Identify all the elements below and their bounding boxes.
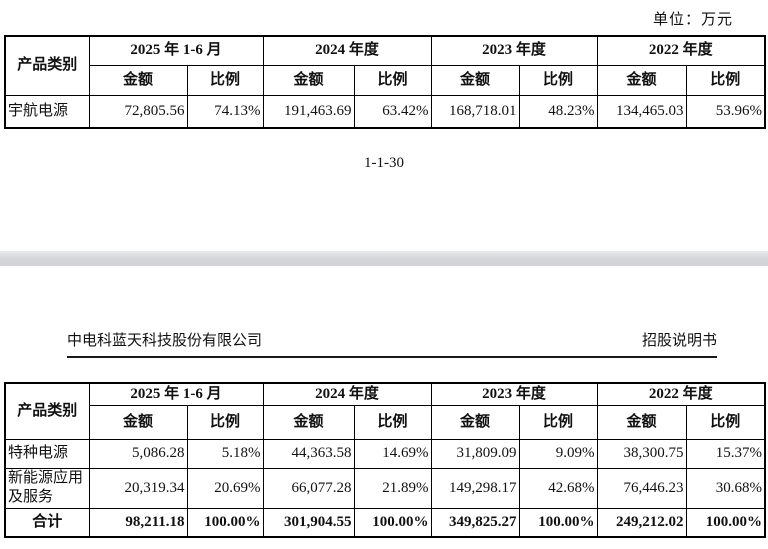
page-top: 单位：万元 产品类别 2025 年 1-6 月 2024 年度 2023 年度 … — [0, 0, 768, 251]
amount-cell: 44,363.58 — [262, 438, 355, 469]
amount-cell: 168,718.01 — [430, 94, 520, 129]
header-ratio-2022: 比例 — [685, 404, 766, 440]
category-cell: 宇航电源 — [4, 94, 90, 129]
ratio-cell: 20.69% — [186, 467, 264, 509]
revenue-table-bottom: 产品类别 2025 年 1-6 月 2024 年度 2023 年度 2022 年… — [4, 382, 767, 538]
ratio-cell: 100.00% — [186, 507, 264, 538]
category-cell: 特种电源 — [4, 438, 90, 469]
ratio-cell: 42.68% — [518, 467, 598, 509]
table-header-periods-row: 产品类别 2025 年 1-6 月 2024 年度 2023 年度 2022 年… — [4, 35, 766, 96]
ratio-cell: 30.68% — [685, 467, 766, 509]
header-ratio-2025h1: 比例 — [186, 404, 264, 440]
ratio-cell: 100.00% — [685, 507, 766, 538]
ratio-cell: 21.89% — [353, 467, 432, 509]
header-ratio-2025h1: 比例 — [186, 64, 264, 96]
header-amount-2024: 金额 — [262, 64, 355, 96]
header-ratio-2023: 比例 — [518, 64, 598, 96]
unit-label: 单位：万元 — [652, 12, 733, 28]
amount-cell: 5,086.28 — [88, 438, 188, 469]
amount-cell: 38,300.75 — [596, 438, 687, 469]
revenue-table-top: 产品类别 2025 年 1-6 月 2024 年度 2023 年度 2022 年… — [4, 35, 767, 129]
amount-cell: 31,809.09 — [430, 438, 520, 469]
header-amount-2023: 金额 — [430, 64, 520, 96]
page-separator — [0, 251, 768, 266]
amount-cell: 134,465.03 — [596, 94, 687, 129]
header-period-2022: 2022 年度 — [596, 382, 766, 406]
category-cell: 合计 — [4, 507, 90, 538]
amount-cell: 20,319.34 — [88, 467, 188, 509]
ratio-cell: 74.13% — [186, 94, 264, 129]
ratio-cell: 9.09% — [518, 438, 598, 469]
table-row-aerospace-power: 宇航电源 72,805.56 74.13% 191,463.69 63.42% … — [4, 94, 766, 129]
header-period-2024: 2024 年度 — [262, 382, 432, 406]
page-bottom: 中电科蓝天科技股份有限公司 招股说明书 产品类别 2025 年 1-6 月 20… — [0, 266, 768, 549]
amount-cell: 72,805.56 — [88, 94, 188, 129]
amount-cell: 98,211.18 — [88, 507, 188, 538]
table-header-measures-row: 金额 比例 金额 比例 金额 比例 金额 比例 — [5, 404, 766, 440]
header-period-2022: 2022 年度 — [596, 35, 766, 66]
amount-cell: 191,463.69 — [262, 94, 355, 129]
header-amount-2023: 金额 — [430, 404, 520, 440]
ratio-cell: 100.00% — [353, 507, 432, 538]
header-period-2024: 2024 年度 — [262, 35, 432, 66]
ratio-cell: 100.00% — [518, 507, 598, 538]
amount-cell: 76,446.23 — [596, 467, 687, 509]
header-period-2023: 2023 年度 — [430, 35, 598, 66]
header-amount-2025h1: 金额 — [88, 64, 188, 96]
table-header-periods-row: 产品类别 2025 年 1-6 月 2024 年度 2023 年度 2022 年… — [4, 382, 766, 440]
table-header-measures-row: 金额 比例 金额 比例 金额 比例 金额 比例 — [5, 64, 766, 96]
header-ratio-2024: 比例 — [353, 64, 432, 96]
header-period-2025h1: 2025 年 1-6 月 — [88, 35, 264, 66]
ratio-cell: 14.69% — [353, 438, 432, 469]
amount-cell: 149,298.17 — [430, 467, 520, 509]
header-period-2023: 2023 年度 — [430, 382, 598, 406]
amount-cell: 66,077.28 — [262, 467, 355, 509]
doc-title: 招股说明书 — [641, 333, 717, 349]
header-amount-2022: 金额 — [596, 64, 687, 96]
category-cell: 新能源应用及服务 — [4, 467, 90, 509]
header-ratio-2024: 比例 — [353, 404, 432, 440]
header-product-category: 产品类别 — [4, 35, 90, 96]
header-product-category: 产品类别 — [4, 382, 90, 440]
ratio-cell: 63.42% — [353, 94, 432, 129]
company-name: 中电科蓝天科技股份有限公司 — [67, 333, 263, 349]
table-row-special-power: 特种电源 5,086.28 5.18% 44,363.58 14.69% 31,… — [4, 438, 766, 469]
header-amount-2022: 金额 — [596, 404, 687, 440]
ratio-cell: 5.18% — [186, 438, 264, 469]
header-ratio-2022: 比例 — [685, 64, 766, 96]
page-header: 中电科蓝天科技股份有限公司 招股说明书 — [67, 329, 717, 358]
ratio-cell: 53.96% — [685, 94, 766, 129]
ratio-cell: 15.37% — [685, 438, 766, 469]
page-number: 1-1-30 — [364, 155, 404, 171]
table-row-new-energy: 新能源应用及服务 20,319.34 20.69% 66,077.28 21.8… — [4, 467, 766, 509]
amount-cell: 301,904.55 — [262, 507, 355, 538]
table-row-total: 合计 98,211.18 100.00% 301,904.55 100.00% … — [4, 507, 766, 538]
header-amount-2024: 金额 — [262, 404, 355, 440]
amount-cell: 249,212.02 — [596, 507, 687, 538]
header-period-2025h1: 2025 年 1-6 月 — [88, 382, 264, 406]
ratio-cell: 48.23% — [518, 94, 598, 129]
header-ratio-2023: 比例 — [518, 404, 598, 440]
amount-cell: 349,825.27 — [430, 507, 520, 538]
header-amount-2025h1: 金额 — [88, 404, 188, 440]
